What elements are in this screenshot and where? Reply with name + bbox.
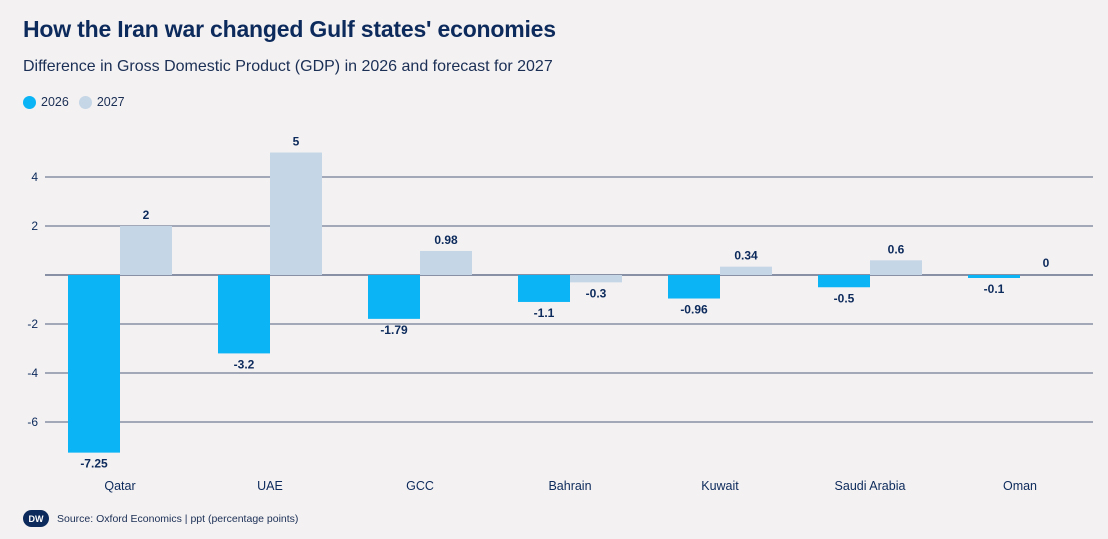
bar-2026-gcc: [368, 275, 420, 319]
bar-2026-uae: [218, 275, 270, 354]
chart-subtitle: Difference in Gross Domestic Product (GD…: [23, 58, 553, 75]
data-label: 5: [293, 135, 300, 149]
bar-2026-bahrain: [518, 275, 570, 302]
y-tick-label: 2: [31, 219, 38, 233]
bar-2027-gcc: [420, 250, 472, 275]
bar-2026-oman: [968, 275, 1020, 278]
data-label: 2: [143, 208, 150, 222]
legend-item-2027: 2027: [78, 95, 125, 109]
legend-swatch-2026: [23, 95, 36, 109]
data-label: -1.79: [380, 323, 408, 337]
category-label: Saudi Arabia: [835, 479, 906, 493]
data-label: -0.1: [984, 282, 1005, 296]
category-label: Qatar: [104, 479, 135, 493]
bar-2027-qatar: [120, 226, 172, 275]
y-tick-label: 4: [31, 170, 38, 184]
legend-swatch-2027: [78, 95, 92, 109]
bar-2027-uae: [270, 152, 322, 275]
legend: 2026 2027: [23, 95, 135, 109]
category-label: Kuwait: [701, 479, 739, 493]
y-tick-label: -2: [27, 317, 38, 331]
category-label: UAE: [257, 479, 283, 493]
footer: DW Source: Oxford Economics | ppt (perce…: [23, 510, 298, 527]
data-label: -7.25: [80, 457, 108, 471]
data-label: -0.96: [680, 303, 708, 317]
y-tick-label: -6: [27, 415, 38, 429]
data-label: -3.2: [234, 357, 255, 371]
data-label: 0.34: [734, 249, 758, 263]
bar-2027-kuwait: [720, 266, 772, 275]
data-label: -0.3: [586, 286, 607, 300]
data-label: -0.5: [834, 291, 855, 305]
bar-2026-saudi-arabia: [818, 275, 870, 288]
bar-2027-saudi-arabia: [870, 260, 922, 275]
source-note: Source: Oxford Economics | ppt (percenta…: [57, 512, 299, 525]
legend-item-2026: 2026: [23, 95, 69, 109]
category-label: Bahrain: [548, 479, 591, 493]
bar-2027-bahrain: [570, 275, 622, 283]
data-label: -1.1: [534, 306, 555, 320]
dw-logo-icon: DW: [23, 510, 49, 527]
bar-2026-kuwait: [668, 275, 720, 299]
data-label: 0: [1043, 256, 1050, 270]
legend-label-2027: 2027: [96, 95, 125, 109]
data-label: 0.98: [434, 233, 458, 247]
data-label: 0.6: [888, 242, 905, 256]
category-label: GCC: [406, 479, 434, 493]
y-tick-label: -4: [27, 366, 38, 380]
category-label: Oman: [1003, 479, 1037, 493]
legend-label-2026: 2026: [41, 95, 69, 109]
bar-2026-qatar: [68, 275, 120, 453]
chart-title: How the Iran war changed Gulf states' ec…: [23, 16, 556, 42]
